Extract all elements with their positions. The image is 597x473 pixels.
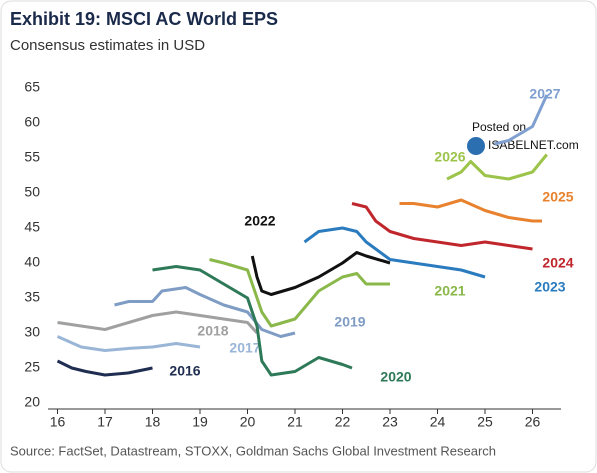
x-tick-label: 23 [382, 414, 398, 430]
series-line [209, 258, 390, 328]
x-tick-label: 22 [335, 414, 351, 430]
x-tick-label: 17 [97, 414, 113, 430]
series-label: 2017 [229, 340, 260, 356]
watermark: ISABELNET.com [488, 138, 579, 152]
series-line [57, 310, 259, 335]
watermark-icon [467, 137, 485, 155]
series-line [114, 286, 296, 338]
y-tick-label: 30 [24, 324, 40, 340]
x-tick-label: 18 [145, 414, 161, 430]
chart-subtitle: Consensus estimates in USD [10, 37, 205, 54]
y-tick-label: 60 [24, 114, 40, 130]
chart-title: Exhibit 19: MSCI AC World EPS [10, 9, 278, 29]
y-tick-label: 45 [24, 219, 40, 235]
series-line [152, 265, 353, 377]
series-label: 2020 [380, 369, 411, 385]
watermark: Posted on [472, 120, 526, 134]
series-label: 2023 [534, 279, 565, 295]
series-label: 2025 [542, 189, 573, 205]
series-label: 2024 [542, 255, 573, 271]
series-line [351, 202, 533, 251]
series-line [494, 94, 549, 146]
x-tick-label: 20 [240, 414, 256, 430]
series-label: 2026 [434, 149, 465, 165]
series-label: 2021 [434, 283, 465, 299]
series-label: 2027 [529, 86, 560, 102]
x-tick-label: 24 [430, 414, 446, 430]
series-label: 2018 [197, 323, 228, 339]
series-label: 2022 [244, 213, 275, 229]
x-tick-label: 16 [50, 414, 66, 430]
series-label: 2016 [169, 363, 200, 379]
series-line [303, 226, 486, 279]
y-tick-label: 65 [24, 79, 40, 95]
y-tick-label: 40 [24, 254, 40, 270]
x-tick-label: 26 [525, 414, 541, 430]
y-tick-label: 25 [24, 359, 40, 375]
series-label: 2019 [334, 314, 365, 330]
x-tick-label: 25 [477, 414, 493, 430]
x-tick-label: 19 [192, 414, 208, 430]
y-tick-label: 20 [24, 394, 40, 410]
y-tick-label: 55 [24, 149, 40, 165]
y-tick-label: 35 [24, 289, 40, 305]
series-line [56, 335, 201, 352]
source: Source: FactSet, Datastream, STOXX, Gold… [10, 443, 496, 458]
y-tick-label: 50 [24, 184, 40, 200]
series-line [446, 153, 548, 181]
series-line [399, 198, 542, 223]
series-line [250, 251, 391, 296]
series-line [56, 359, 153, 377]
x-tick-label: 21 [287, 414, 303, 430]
